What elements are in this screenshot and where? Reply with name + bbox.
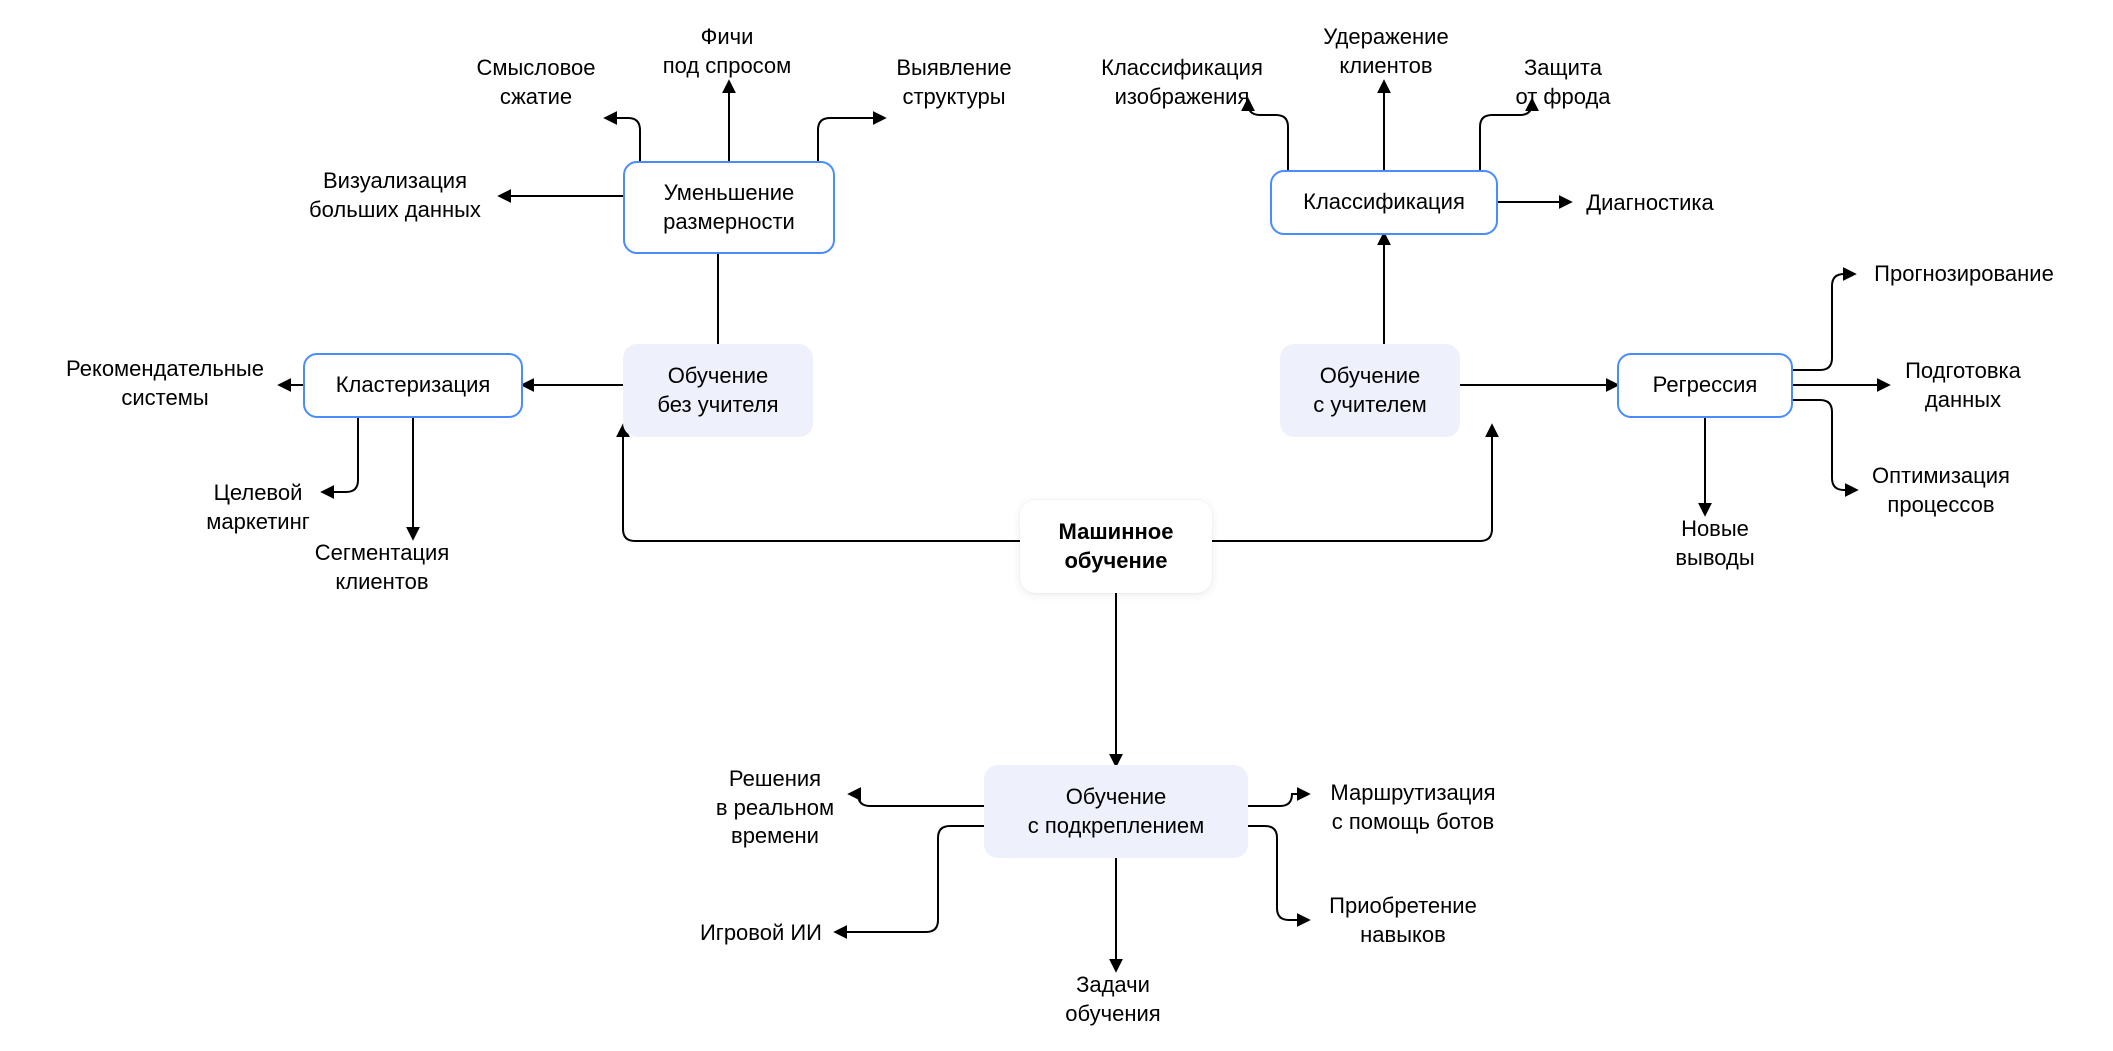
edge-reinf-realtime <box>850 794 984 806</box>
node-skillacq: Приобретение навыков <box>1308 891 1498 951</box>
node-routing: Маршрутизация с помощь ботов <box>1308 778 1518 838</box>
node-dimred: Уменьшение размерности <box>623 161 835 254</box>
node-label: Удеражение клиентов <box>1323 23 1448 80</box>
node-classif: Классификация <box>1270 170 1498 235</box>
node-unsup: Обучение без учителя <box>623 344 813 437</box>
node-label: Подготовка данных <box>1905 357 2021 414</box>
node-cluster: Кластеризация <box>303 353 523 418</box>
node-label: Классификация <box>1303 188 1465 217</box>
node-label: Задачи обучения <box>1065 971 1160 1028</box>
node-label: Машинное обучение <box>1059 518 1174 575</box>
edge-cluster-targetmkt <box>323 417 358 492</box>
node-label: Рекомендательные системы <box>66 355 264 412</box>
node-label: Сегментация клиентов <box>315 539 450 596</box>
node-fraud: Защита от фрода <box>1498 53 1628 113</box>
node-diagnost: Диагностика <box>1570 188 1730 218</box>
edge-root-sup <box>1212 426 1492 541</box>
node-root: Машинное обучение <box>1020 500 1212 593</box>
node-label: Кластеризация <box>336 371 491 400</box>
node-targetmkt: Целевой маркетинг <box>193 478 323 538</box>
node-label: Обучение без учителя <box>657 362 778 419</box>
edge-dimred-structdetect <box>818 118 884 161</box>
node-label: Приобретение навыков <box>1329 892 1477 949</box>
node-procopt: Оптимизация процессов <box>1856 461 2026 521</box>
node-label: Игровой ИИ <box>700 919 822 948</box>
node-newinsights: Новые выводы <box>1660 514 1770 574</box>
node-label: Смысловое сжатие <box>476 54 595 111</box>
node-imgclass: Классификация изображения <box>1082 53 1282 113</box>
node-forecast: Прогнозирование <box>1854 259 2074 289</box>
node-sup: Обучение с учителем <box>1280 344 1460 437</box>
node-label: Диагностика <box>1586 189 1714 218</box>
node-label: Выявление структуры <box>896 54 1011 111</box>
edge-reinf-gameai <box>836 826 984 932</box>
edge-reinf-routing <box>1248 794 1308 806</box>
node-regr: Регрессия <box>1617 353 1793 418</box>
node-reinf: Обучение с подкреплением <box>984 765 1248 858</box>
node-label: Уменьшение размерности <box>663 179 795 236</box>
node-label: Обучение с учителем <box>1313 362 1426 419</box>
node-label: Защита от фрода <box>1515 54 1610 111</box>
node-learntasks: Задачи обучения <box>1048 970 1178 1030</box>
edge-root-unsup <box>623 426 1020 541</box>
edge-dimred-semcompress <box>606 118 640 161</box>
node-structdetect: Выявление структуры <box>884 53 1024 113</box>
node-label: Целевой маркетинг <box>206 479 310 536</box>
edge-regr-forecast <box>1793 274 1854 370</box>
node-label: Классификация изображения <box>1101 54 1263 111</box>
ml-taxonomy-diagram: Машинное обучение Обучение без учителя Обу… <box>0 0 2113 1051</box>
node-dataprep: Подготовка данных <box>1888 356 2038 416</box>
node-gameai: Игровой ИИ <box>686 918 836 948</box>
node-label: Визуализация больших данных <box>309 167 481 224</box>
node-label: Регрессия <box>1653 371 1758 400</box>
node-label: Маршрутизация с помощь ботов <box>1330 779 1495 836</box>
node-segment: Сегментация клиентов <box>302 538 462 598</box>
node-label: Решения в реальном времени <box>716 765 834 851</box>
node-recsys: Рекомендательные системы <box>50 354 280 414</box>
node-semcompress: Смысловое сжатие <box>466 53 606 113</box>
node-label: Прогнозирование <box>1874 260 2054 289</box>
edge-regr-procopt <box>1793 400 1856 490</box>
node-realtime: Решения в реальном времени <box>700 763 850 853</box>
node-label: Новые выводы <box>1675 515 1754 572</box>
node-bigdataviz: Визуализация больших данных <box>290 166 500 226</box>
node-label: Фичи под спросом <box>663 23 792 80</box>
node-featdemand: Фичи под спросом <box>647 22 807 82</box>
node-retention: Удеражение клиентов <box>1306 22 1466 82</box>
node-label: Оптимизация процессов <box>1872 462 2010 519</box>
node-label: Обучение с подкреплением <box>1028 783 1205 840</box>
edge-reinf-skillacq <box>1248 826 1308 920</box>
